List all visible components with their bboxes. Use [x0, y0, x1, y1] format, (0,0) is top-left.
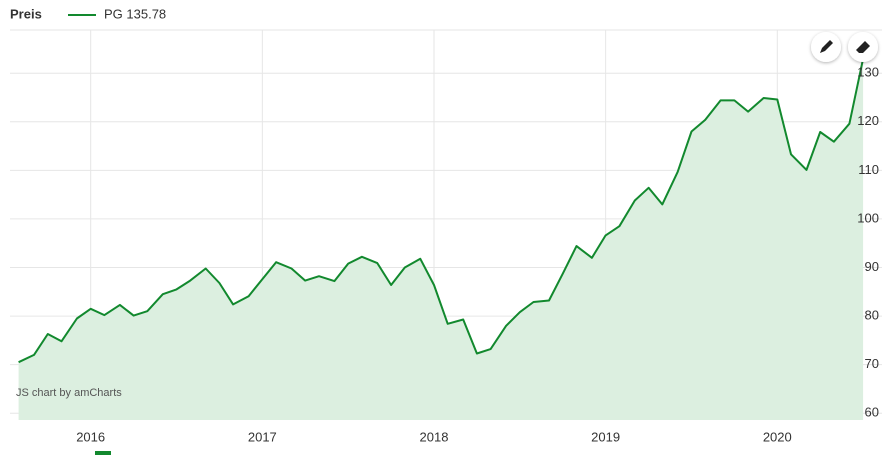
- x-tick-label: 2020: [763, 429, 792, 444]
- draw-button[interactable]: [811, 32, 841, 62]
- line: [18, 58, 865, 364]
- y-tick-label: 130: [857, 65, 879, 80]
- y-tick-label: 70: [865, 356, 879, 371]
- y-tick-label: 100: [857, 210, 879, 225]
- x-tick-label: 2019: [591, 429, 620, 444]
- scrollbar-thumb[interactable]: [95, 451, 111, 455]
- erase-button[interactable]: [848, 32, 878, 62]
- header: Preis: [10, 6, 42, 21]
- watermark: JS chart by amCharts: [16, 387, 122, 399]
- area: [18, 58, 864, 420]
- eraser-icon: [856, 41, 870, 53]
- x-tick-label: 2017: [248, 429, 277, 444]
- x-tick-label: 2018: [420, 429, 449, 444]
- y-tick-label: 80: [865, 308, 879, 323]
- y-tick-label: 90: [865, 259, 879, 274]
- pencil-icon: [820, 40, 833, 53]
- x-tick-label: 2016: [76, 429, 105, 444]
- y-tick-label: 120: [857, 113, 879, 128]
- y-tick-label: 110: [858, 162, 879, 177]
- y-tick-label: 60: [865, 405, 879, 420]
- legend-label: PG 135.78: [104, 6, 166, 21]
